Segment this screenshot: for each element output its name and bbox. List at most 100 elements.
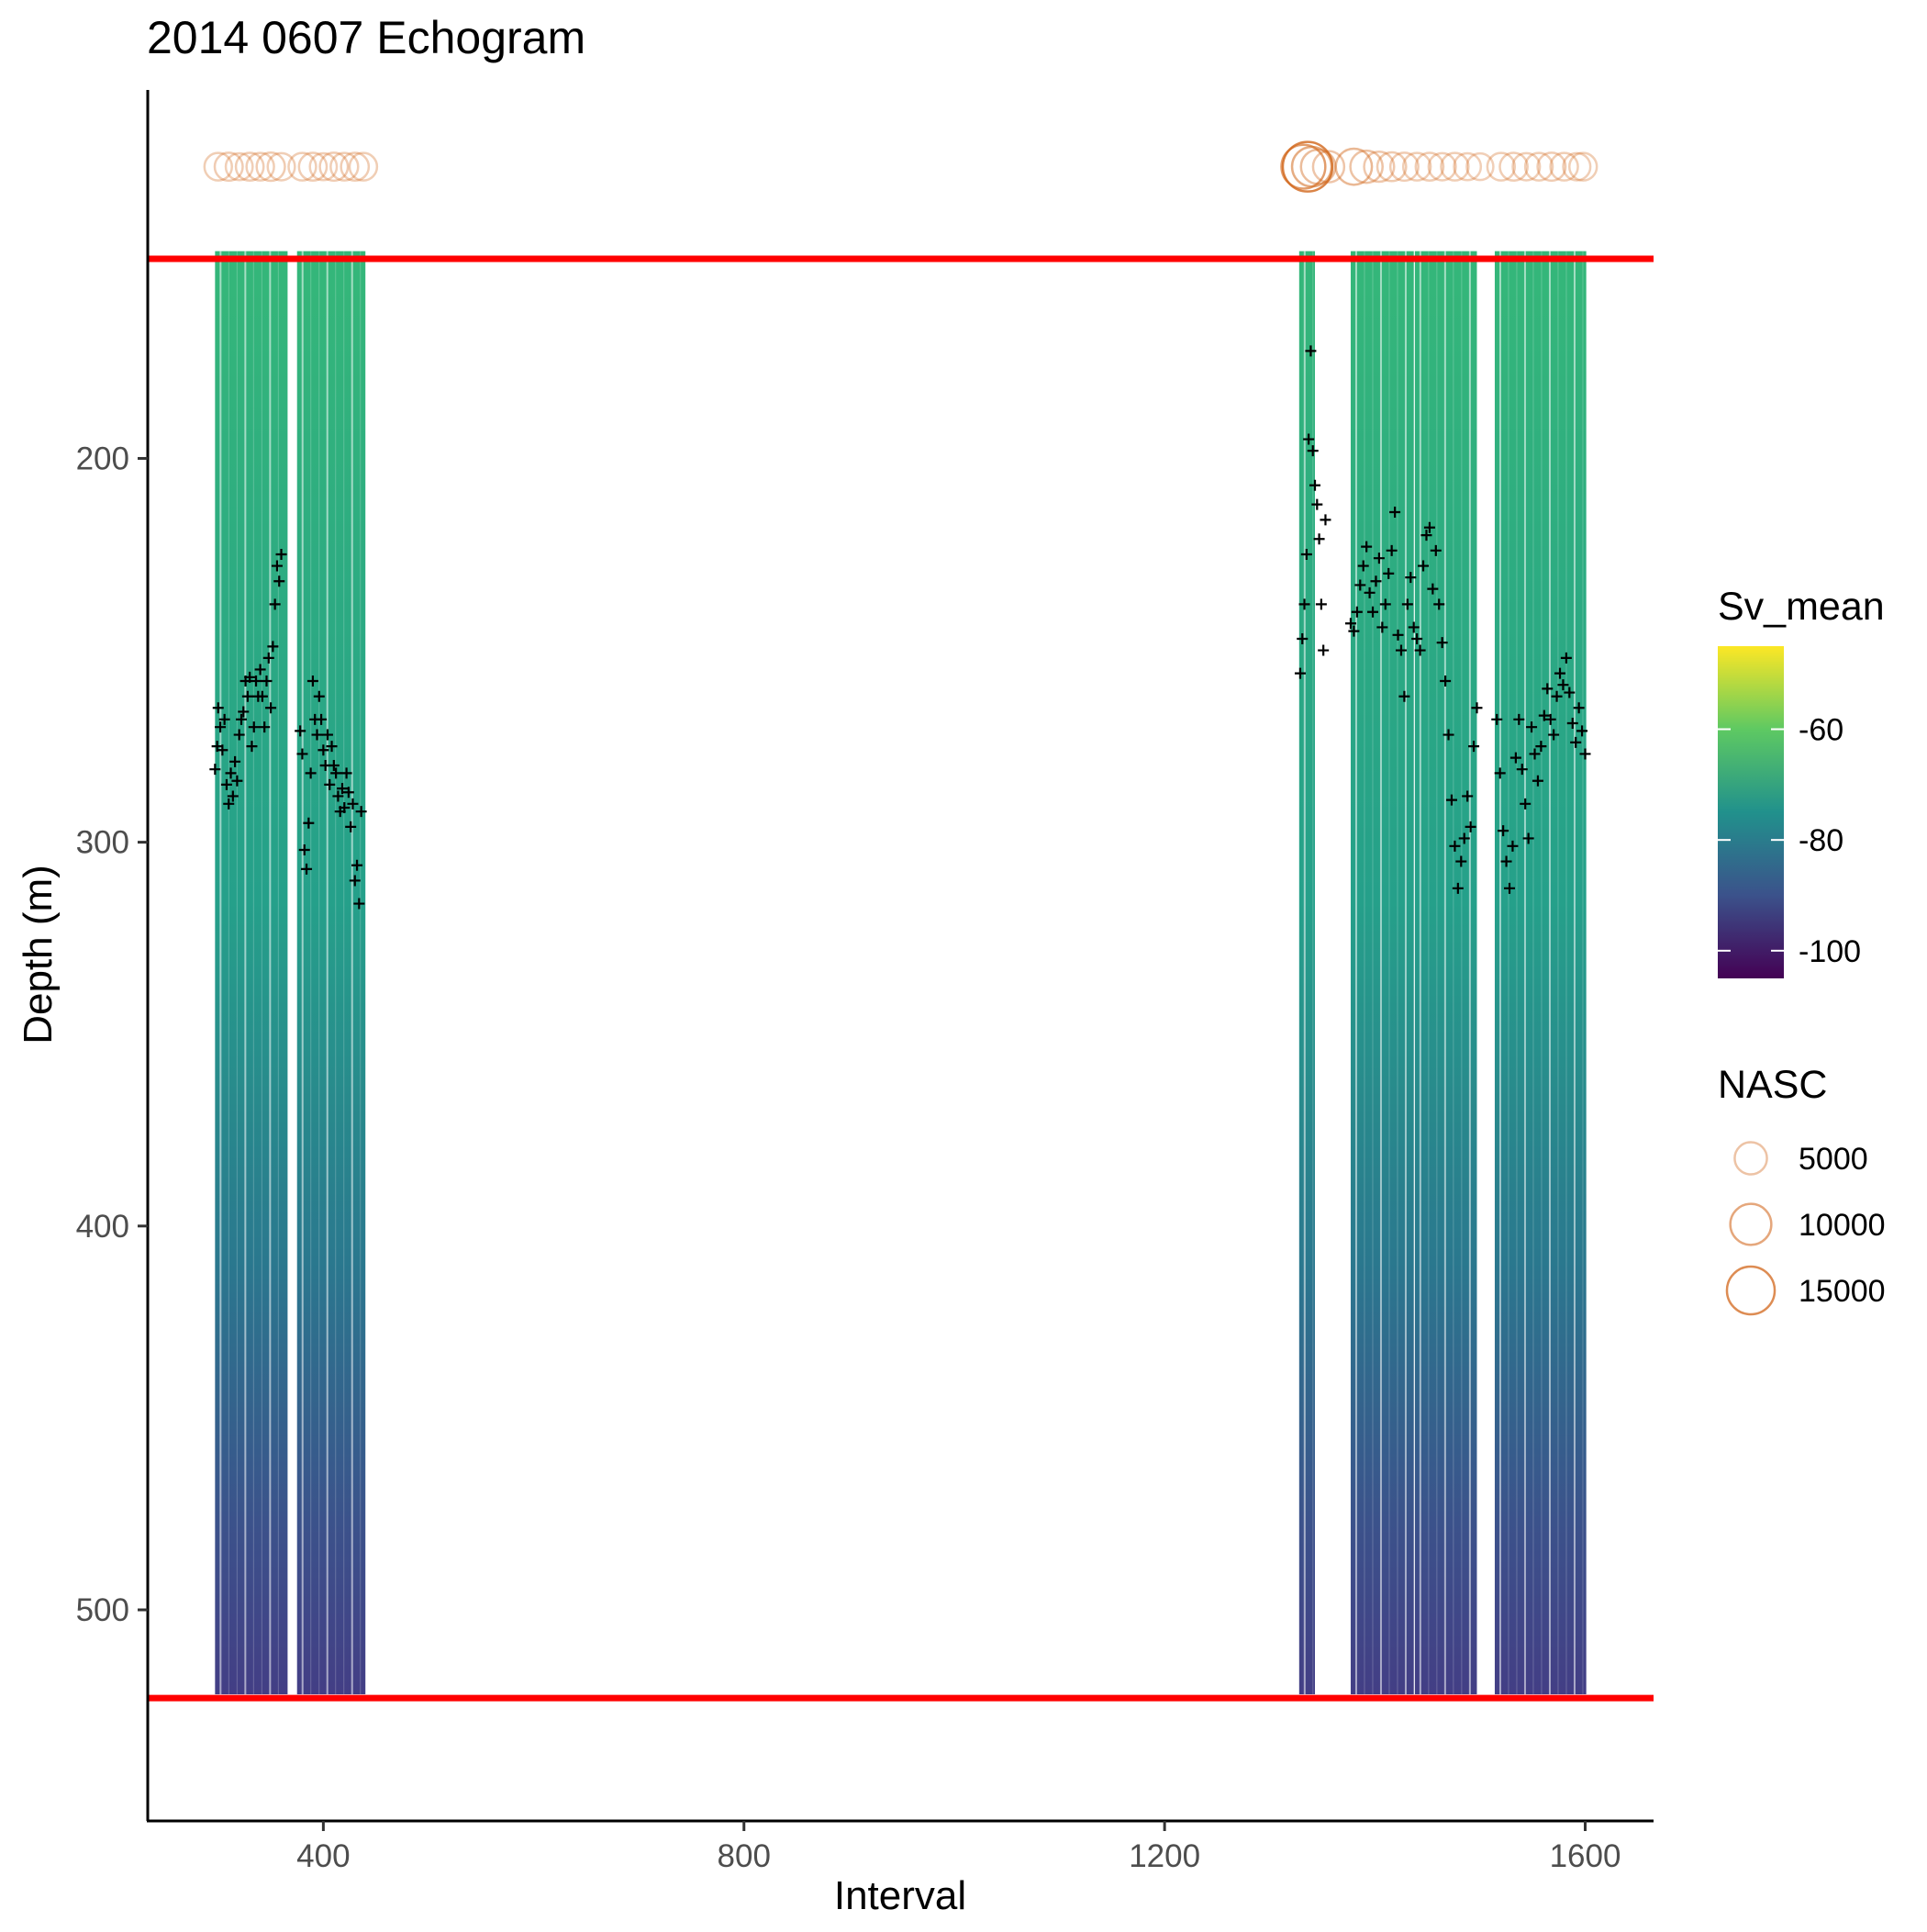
marker-point: [1440, 676, 1452, 687]
nasc-bubble: [1549, 151, 1579, 182]
marker-point: [1522, 832, 1534, 844]
y-tick-label: 400: [76, 1209, 129, 1245]
marker-point: [347, 798, 359, 810]
marker-point: [1535, 741, 1547, 753]
nasc-legend-key: [1733, 1141, 1768, 1176]
marker-point: [1504, 882, 1515, 894]
marker-point: [227, 790, 239, 802]
nasc-bubble: [1376, 151, 1408, 183]
nasc-legend-key: [1729, 1202, 1773, 1246]
marker-point: [218, 713, 230, 725]
marker-point: [1405, 572, 1417, 584]
nasc-bubble: [287, 151, 317, 182]
marker-point: [259, 721, 271, 733]
marker-point: [1383, 567, 1395, 579]
nasc-bubble: [1523, 151, 1554, 182]
marker-point: [1507, 840, 1519, 852]
marker-point: [353, 898, 365, 910]
marker-point: [1442, 729, 1454, 741]
marker-point: [340, 767, 352, 779]
nasc-bubble: [1290, 145, 1333, 188]
nasc-bubble: [1486, 151, 1517, 182]
heatmap-layer: [215, 251, 1587, 1694]
marker-point: [1570, 736, 1582, 748]
sv-mean-tick-label: -100: [1799, 934, 1861, 969]
marker-point: [241, 690, 253, 702]
marker-point: [1298, 598, 1310, 610]
marker-point: [1367, 606, 1379, 618]
marker-point: [321, 729, 333, 741]
marker-point: [349, 875, 361, 887]
nasc-bubble: [1453, 151, 1483, 182]
nasc-bubble: [213, 151, 244, 183]
marker-point: [295, 725, 306, 737]
nasc-bubble: [1280, 143, 1327, 190]
marker-point: [330, 767, 342, 779]
marker-point: [339, 802, 351, 813]
x-axis-label: Interval: [834, 1873, 966, 1918]
nasc-bubble: [1562, 151, 1592, 182]
marker-point: [1313, 533, 1325, 545]
marker-point: [223, 798, 235, 810]
marker-point: [1529, 748, 1541, 760]
marker-point: [212, 702, 224, 714]
marker-point: [1414, 644, 1426, 656]
nasc-bubble: [318, 151, 350, 183]
nasc-bubble: [348, 151, 379, 182]
nasc-bubble: [1498, 151, 1529, 182]
marker-point: [332, 790, 344, 802]
x-tick-label: 1200: [1129, 1838, 1200, 1874]
sv-mean-tick-label: -80: [1799, 823, 1843, 858]
marker-point: [225, 767, 237, 779]
marker-point: [1423, 521, 1435, 533]
marker-point: [1576, 725, 1588, 737]
marker-point: [1361, 541, 1373, 553]
marker-point: [1401, 598, 1413, 610]
heatmap-segment-5: [1494, 251, 1587, 1694]
marker-point: [1566, 718, 1578, 729]
marker-point: [1351, 606, 1363, 618]
marker-point: [1538, 709, 1550, 721]
marker-point: [233, 729, 245, 741]
marker-point: [1386, 544, 1398, 556]
marker-point: [317, 744, 329, 756]
marker-point: [1300, 549, 1312, 560]
marker-point: [1379, 598, 1391, 610]
marker-point: [1471, 702, 1483, 714]
marker-point: [1354, 579, 1366, 591]
nasc-bubble: [297, 151, 329, 182]
nasc-bubble: [1427, 151, 1457, 182]
marker-point: [1532, 775, 1543, 787]
heatmap-segment-2: [1298, 251, 1316, 1694]
marker-point: [1320, 514, 1331, 526]
marker-point: [1560, 652, 1572, 664]
marker-point: [1436, 637, 1448, 649]
marker-point: [1376, 621, 1388, 633]
marker-point: [313, 690, 325, 702]
marker-points: [209, 345, 1591, 910]
nasc-bubble: [1388, 151, 1420, 183]
sv-mean-legend-ticks: -60 -80 -100: [1718, 713, 1861, 969]
marker-point: [306, 676, 318, 687]
axes: [146, 90, 1654, 1823]
marker-point: [1373, 553, 1385, 564]
marker-point: [265, 702, 277, 714]
marker-point: [244, 671, 256, 683]
marker-point: [1544, 713, 1556, 725]
marker-point: [1498, 825, 1509, 837]
marker-point: [1427, 583, 1439, 595]
nasc-bubble: [308, 151, 339, 182]
marker-point: [1398, 690, 1410, 702]
marker-point: [1311, 498, 1323, 510]
x-tick-label: 400: [296, 1838, 350, 1874]
marker-point: [316, 713, 328, 725]
marker-point: [351, 859, 363, 871]
marker-point: [298, 844, 310, 855]
marker-point: [1411, 633, 1423, 644]
nasc-bubbles: [203, 140, 1598, 193]
marker-point: [1344, 618, 1356, 630]
heatmap-segment-0: [215, 251, 288, 1694]
marker-point: [1357, 560, 1369, 572]
nasc-legend-entries: 5000 10000 15000: [1725, 1141, 1886, 1316]
